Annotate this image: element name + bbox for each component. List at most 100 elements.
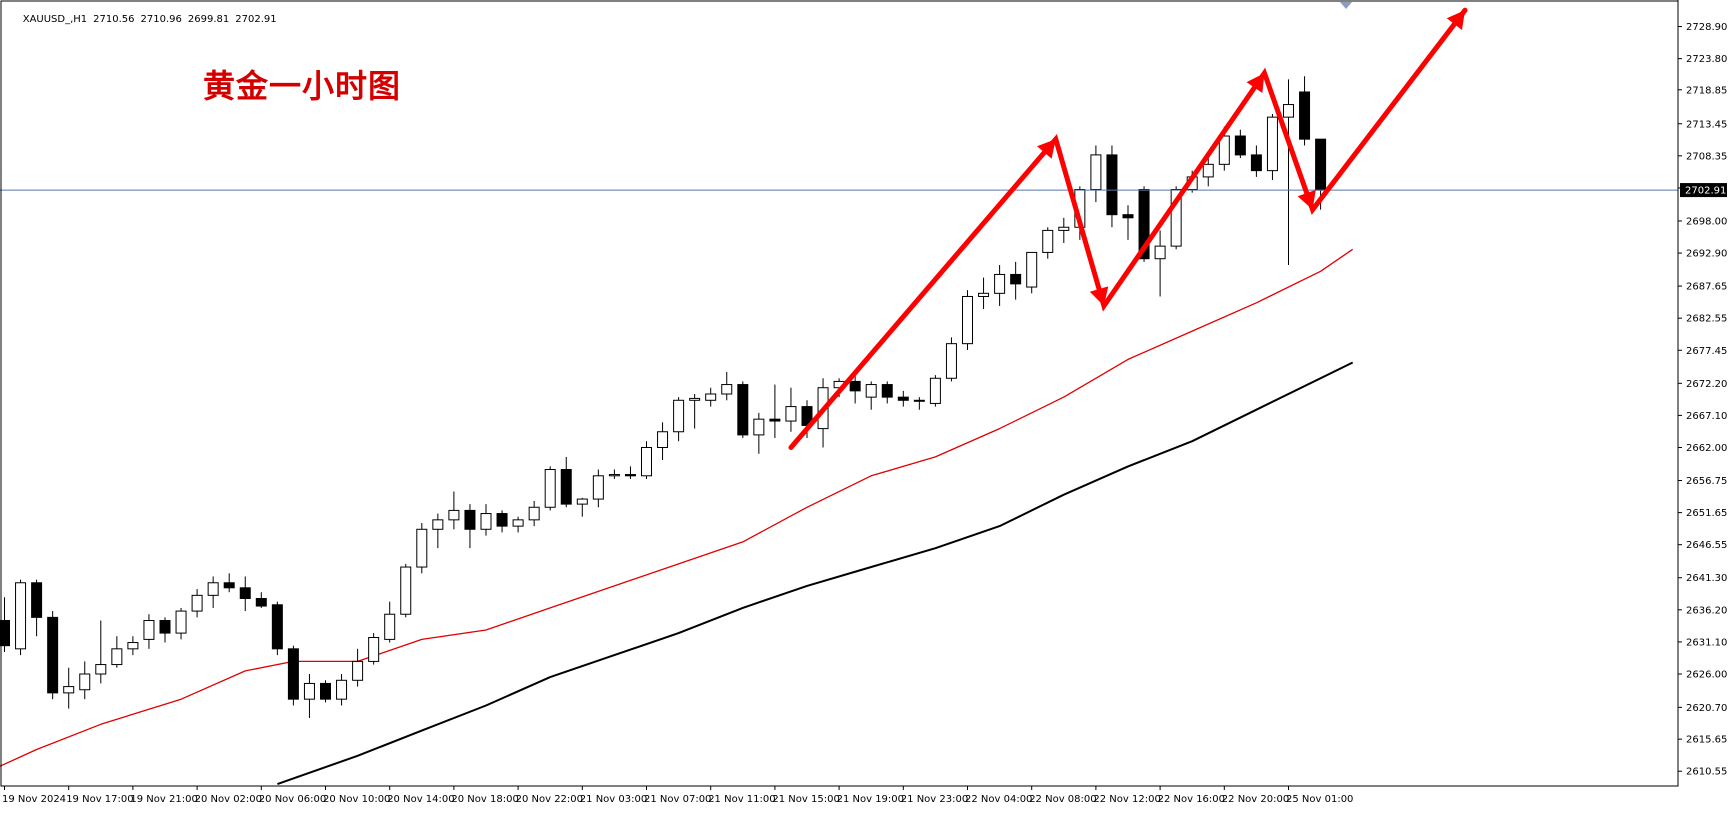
- candle-body-bull: [127, 642, 139, 650]
- candle: [15, 579, 27, 656]
- candle: [962, 290, 973, 350]
- x-tick-label: 20 Nov 22:00: [516, 794, 583, 805]
- candle: [849, 375, 861, 404]
- candle-body-bull: [352, 660, 364, 681]
- candle: [1090, 145, 1102, 203]
- candle-body-bear: [1250, 154, 1262, 172]
- candle: [785, 387, 797, 432]
- candle-body-bear: [255, 597, 267, 607]
- x-tick-label: 21 Nov 19:00: [837, 794, 904, 805]
- candle: [47, 611, 59, 700]
- arrow-head-icon: [1246, 73, 1265, 93]
- candle-body-bull: [207, 582, 219, 596]
- x-tick-label: 19 Nov 2024: [2, 794, 66, 805]
- y-tick-label: 2682.55: [1686, 314, 1727, 325]
- y-tick-label: 2677.45: [1686, 346, 1727, 357]
- candle: [1283, 79, 1294, 266]
- y-tick-label: 2656.75: [1686, 476, 1727, 487]
- y-tick-label: 2708.35: [1686, 151, 1727, 162]
- candle: [657, 422, 669, 461]
- candle-body-bull: [978, 292, 990, 297]
- candle: [978, 277, 990, 310]
- candle-body-bull: [673, 399, 685, 433]
- candle-body-bear: [464, 509, 476, 530]
- candle-body-bull: [929, 377, 941, 404]
- candle-body-bull: [544, 469, 556, 508]
- candle: [191, 589, 203, 618]
- candle-body-bear: [320, 682, 331, 700]
- candle-body-bear: [1299, 91, 1311, 140]
- candle-body-bear: [1138, 189, 1150, 260]
- candle-body-bear: [0, 620, 10, 647]
- candle-body-bull: [400, 566, 412, 615]
- candle: [1202, 158, 1214, 187]
- y-tick-label: 2698.00: [1686, 216, 1727, 227]
- candle: [1106, 145, 1118, 228]
- candle: [352, 648, 364, 687]
- candle-body-bear: [737, 384, 749, 436]
- y-tick-label: 2667.10: [1686, 411, 1727, 422]
- x-tick-label: 22 Nov 08:00: [1029, 794, 1096, 805]
- candle-body-bull: [528, 506, 540, 521]
- candle: [897, 390, 909, 407]
- candle-body-bull: [303, 682, 315, 700]
- candle-body-bull: [592, 475, 604, 500]
- candle-body-bear: [239, 587, 251, 599]
- candle: [480, 504, 492, 536]
- candle: [1042, 227, 1054, 259]
- candle: [496, 510, 508, 533]
- candle: [560, 456, 572, 508]
- candle-body-bull: [1202, 163, 1214, 178]
- candle: [865, 381, 877, 410]
- x-tick-label: 21 Nov 07:00: [644, 794, 711, 805]
- candle-body-bear: [769, 418, 781, 422]
- trend-arrow-path: [788, 7, 1468, 450]
- candle-body-bear: [1234, 135, 1246, 156]
- candle: [608, 469, 620, 479]
- candle: [1026, 251, 1038, 294]
- candle: [641, 441, 652, 479]
- x-tick-label: 21 Nov 23:00: [901, 794, 968, 805]
- candle: [576, 497, 588, 517]
- candle: [239, 576, 251, 612]
- x-tick-label: 22 Nov 12:00: [1093, 794, 1160, 805]
- candle-body-bull: [336, 679, 348, 700]
- candle: [320, 680, 331, 703]
- candle: [368, 633, 380, 665]
- ma-fast-line: [0, 248, 1354, 767]
- candle: [1299, 76, 1311, 146]
- candle-body-bear: [881, 384, 893, 398]
- x-tick-label: 20 Nov 06:00: [259, 794, 326, 805]
- candle: [175, 607, 187, 640]
- candle: [994, 265, 1006, 306]
- x-tick-label: 21 Nov 11:00: [708, 794, 775, 805]
- y-tick-label: 2723.80: [1686, 54, 1727, 65]
- candle-body-bear: [287, 648, 299, 700]
- current-price-label: 2702.91: [1685, 186, 1726, 197]
- candle-body-bull: [721, 384, 733, 395]
- candle: [303, 674, 315, 719]
- candle-body-bear: [1106, 154, 1118, 216]
- candle: [1266, 114, 1278, 181]
- candle-body-bull: [945, 343, 957, 379]
- candle-body-bull: [608, 474, 620, 477]
- shift-marker-icon[interactable]: [1340, 2, 1352, 9]
- candle-body-bull: [1090, 154, 1102, 191]
- candle-body-bull: [432, 519, 444, 530]
- candle: [31, 579, 43, 637]
- candle-body-bull: [143, 620, 155, 640]
- candle-body-bull: [79, 673, 91, 691]
- candle-body-bull: [1042, 229, 1054, 253]
- arrow-head-icon: [1446, 10, 1466, 30]
- candle-body-bull: [705, 393, 717, 401]
- arrow-head-icon: [1297, 189, 1316, 210]
- y-tick-label: 2626.00: [1686, 670, 1727, 681]
- candle: [79, 661, 91, 700]
- candle-body-bull: [641, 446, 652, 477]
- candle: [223, 573, 235, 593]
- candle-body-bear: [1122, 214, 1134, 219]
- y-tick-label: 2692.90: [1686, 249, 1727, 260]
- candle-body-bear: [1010, 273, 1022, 285]
